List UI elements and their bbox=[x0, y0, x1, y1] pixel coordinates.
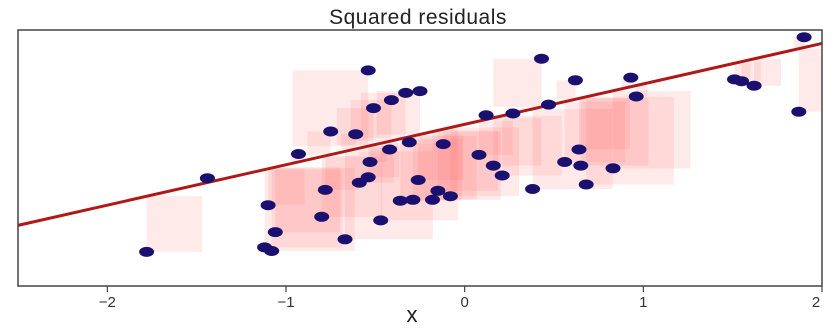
data-point bbox=[494, 170, 510, 181]
regression-line bbox=[17, 42, 823, 227]
data-point bbox=[139, 246, 155, 257]
data-point bbox=[348, 129, 364, 140]
data-point bbox=[505, 108, 521, 119]
residual-square bbox=[307, 131, 331, 155]
residual-square bbox=[146, 196, 203, 252]
data-point bbox=[746, 80, 762, 91]
residual-square bbox=[502, 115, 562, 176]
residual-square bbox=[754, 58, 781, 86]
data-point bbox=[362, 157, 378, 167]
residual-square bbox=[798, 48, 822, 112]
data-point bbox=[435, 139, 451, 150]
residual-square bbox=[493, 58, 542, 107]
data-point bbox=[485, 160, 501, 171]
data-point bbox=[373, 215, 389, 226]
data-point bbox=[382, 144, 398, 155]
x-tick-label: 1 bbox=[639, 294, 647, 311]
data-point bbox=[410, 175, 426, 185]
residual-square bbox=[586, 96, 674, 185]
data-point bbox=[623, 72, 639, 83]
data-point bbox=[323, 126, 339, 137]
data-point bbox=[605, 163, 621, 174]
data-point bbox=[573, 160, 589, 171]
data-point bbox=[291, 149, 306, 159]
residual-square bbox=[376, 91, 420, 135]
data-point bbox=[398, 87, 414, 98]
plot-frame bbox=[17, 29, 823, 287]
data-point bbox=[442, 191, 458, 202]
chart-title: Squared residuals bbox=[329, 6, 507, 29]
data-point bbox=[478, 110, 494, 121]
x-axis-ticks: −2 −1 0 1 2 bbox=[99, 286, 823, 311]
residual-square bbox=[493, 117, 542, 166]
data-point bbox=[557, 157, 573, 167]
residual-square bbox=[479, 121, 513, 155]
residual-square bbox=[275, 167, 341, 233]
data-point bbox=[425, 194, 440, 205]
residual-square bbox=[793, 37, 805, 48]
data-point bbox=[360, 172, 376, 183]
data-point bbox=[405, 194, 421, 205]
residual-squares bbox=[146, 37, 822, 252]
residual-square bbox=[580, 98, 649, 166]
data-point bbox=[471, 149, 487, 160]
data-point bbox=[791, 106, 807, 117]
x-tick-label: 0 bbox=[460, 294, 468, 311]
data-point bbox=[571, 144, 587, 155]
data-point bbox=[541, 99, 557, 110]
residual-square bbox=[268, 168, 305, 206]
data-point bbox=[317, 184, 333, 195]
data-point bbox=[392, 195, 408, 206]
data-point bbox=[260, 200, 276, 211]
data-point bbox=[578, 179, 594, 190]
residual-square bbox=[636, 85, 648, 97]
x-tick-label: −2 bbox=[99, 294, 116, 311]
data-point bbox=[360, 65, 376, 76]
residual-square bbox=[579, 98, 630, 150]
data-point bbox=[267, 227, 283, 238]
residual-square bbox=[741, 61, 762, 82]
data-point bbox=[430, 185, 446, 196]
data-point bbox=[796, 32, 812, 43]
data-point bbox=[366, 103, 381, 114]
x-axis-label: x bbox=[407, 302, 418, 327]
residual-square bbox=[621, 77, 631, 87]
data-point bbox=[734, 76, 750, 87]
residual-square bbox=[556, 80, 576, 100]
residual-square bbox=[613, 90, 691, 169]
x-tick-label: −1 bbox=[277, 294, 294, 311]
x-tick-label: 2 bbox=[812, 294, 820, 311]
data-point bbox=[337, 234, 353, 245]
data-point bbox=[534, 53, 549, 64]
data-point bbox=[525, 184, 541, 194]
data-point bbox=[401, 137, 417, 148]
data-point bbox=[412, 86, 428, 97]
data-points bbox=[139, 32, 812, 257]
data-point bbox=[628, 91, 644, 102]
residual-square bbox=[345, 151, 433, 240]
data-point bbox=[199, 173, 215, 184]
data-point bbox=[383, 95, 399, 106]
data-point bbox=[314, 211, 330, 222]
data-point bbox=[567, 75, 583, 86]
residual-square bbox=[450, 127, 519, 197]
data-point bbox=[264, 246, 280, 256]
